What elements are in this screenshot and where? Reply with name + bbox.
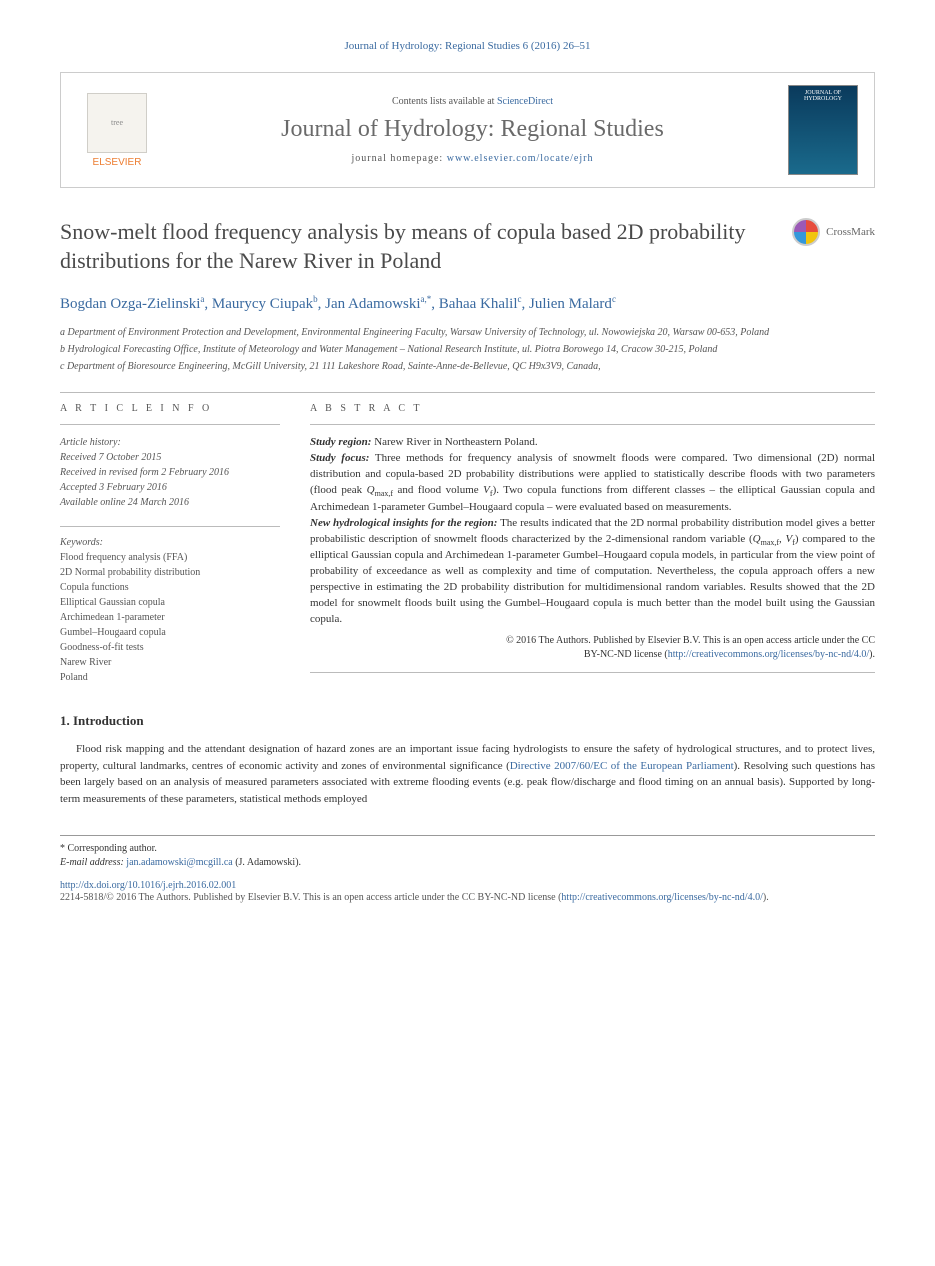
- journal-banner: tree ELSEVIER Contents lists available a…: [60, 72, 875, 188]
- crossmark-label: CrossMark: [826, 226, 875, 238]
- keyword-item: 2D Normal probability distribution: [60, 565, 280, 580]
- homepage-prefix: journal homepage:: [352, 153, 447, 164]
- history-received: Received 7 October 2015: [60, 450, 280, 465]
- affiliations: a Department of Environment Protection a…: [60, 325, 875, 374]
- abstract-insights-label: New hydrological insights for the region…: [310, 517, 497, 529]
- divider: [310, 672, 875, 673]
- keyword-item: Narew River: [60, 655, 280, 670]
- article-history: Article history: Received 7 October 2015…: [60, 435, 280, 510]
- journal-cover-thumbnail: JOURNAL OF HYDROLOGY: [788, 85, 858, 175]
- divider: [60, 392, 875, 393]
- directive-link[interactable]: Directive 2007/60/EC of the European Par…: [510, 760, 734, 772]
- keyword-item: Archimedean 1-parameter: [60, 610, 280, 625]
- intro-paragraph: Flood risk mapping and the attendant des…: [60, 741, 875, 807]
- keyword-item: Gumbel–Hougaard copula: [60, 625, 280, 640]
- homepage-line: journal homepage: www.elsevier.com/locat…: [177, 153, 768, 164]
- elsevier-tree-icon: tree: [87, 93, 147, 153]
- abstract-region-label: Study region:: [310, 436, 371, 448]
- banner-center: Contents lists available at ScienceDirec…: [157, 96, 788, 165]
- footer-copy-prefix: 2214-5818/© 2016 The Authors. Published …: [60, 892, 561, 903]
- affiliation-c: c Department of Bioresource Engineering,…: [60, 359, 875, 374]
- crossmark-icon: [792, 218, 820, 246]
- copyright-line2-prefix: BY-NC-ND license (: [584, 649, 668, 660]
- keyword-item: Flood frequency analysis (FFA): [60, 550, 280, 565]
- keyword-item: Goodness-of-fit tests: [60, 640, 280, 655]
- homepage-link[interactable]: www.elsevier.com/locate/ejrh: [447, 153, 594, 164]
- corresponding-label: * Corresponding author.: [60, 842, 875, 856]
- sciencedirect-link[interactable]: ScienceDirect: [497, 96, 553, 107]
- info-abstract-row: A R T I C L E I N F O Article history: R…: [60, 403, 875, 685]
- publisher-block: tree ELSEVIER: [77, 93, 157, 168]
- keyword-item: Copula functions: [60, 580, 280, 595]
- email-label: E-mail address:: [60, 857, 124, 868]
- email-link[interactable]: jan.adamowski@mcgill.ca: [126, 857, 232, 868]
- copyright-line1: © 2016 The Authors. Published by Elsevie…: [506, 635, 875, 646]
- article-title: Snow-melt flood frequency analysis by me…: [60, 218, 792, 275]
- journal-name: Journal of Hydrology: Regional Studies: [177, 115, 768, 144]
- cc-license-link[interactable]: http://creativecommons.org/licenses/by-n…: [668, 649, 869, 660]
- authors-line: Bogdan Ozga-Zielinskia, Maurycy Ciupakb,…: [60, 293, 875, 315]
- contents-line: Contents lists available at ScienceDirec…: [177, 96, 768, 107]
- intro-heading: 1. Introduction: [60, 713, 875, 729]
- copyright-line2-suffix: ).: [869, 649, 875, 660]
- crossmark-badge[interactable]: CrossMark: [792, 218, 875, 246]
- divider: [60, 424, 280, 425]
- article-info-col: A R T I C L E I N F O Article history: R…: [60, 403, 280, 685]
- abstract-copyright: © 2016 The Authors. Published by Elsevie…: [310, 634, 875, 662]
- email-name: (J. Adamowski).: [233, 857, 301, 868]
- abstract-heading: A B S T R A C T: [310, 403, 875, 414]
- keywords-list: Flood frequency analysis (FFA)2D Normal …: [60, 550, 280, 685]
- article-info-heading: A R T I C L E I N F O: [60, 403, 280, 414]
- affiliation-a: a Department of Environment Protection a…: [60, 325, 875, 340]
- cover-title: JOURNAL OF HYDROLOGY: [793, 90, 853, 102]
- divider: [60, 526, 280, 527]
- top-citation: Journal of Hydrology: Regional Studies 6…: [60, 40, 875, 52]
- abstract-body: Study region: Narew River in Northeaster…: [310, 435, 875, 628]
- affiliation-b: b Hydrological Forecasting Office, Insti…: [60, 342, 875, 357]
- abstract-insights-text: The results indicated that the 2D normal…: [310, 517, 875, 625]
- abstract-region-text: Narew River in Northeastern Poland.: [371, 436, 537, 448]
- footer-cc-link[interactable]: http://creativecommons.org/licenses/by-n…: [561, 892, 762, 903]
- history-online: Available online 24 March 2016: [60, 495, 280, 510]
- contents-prefix: Contents lists available at: [392, 96, 497, 107]
- title-row: Snow-melt flood frequency analysis by me…: [60, 218, 875, 275]
- corresponding-author: * Corresponding author. E-mail address: …: [60, 842, 875, 870]
- doi-link[interactable]: http://dx.doi.org/10.1016/j.ejrh.2016.02…: [60, 880, 875, 891]
- footer-copyright: 2214-5818/© 2016 The Authors. Published …: [60, 891, 875, 905]
- history-label: Article history:: [60, 435, 280, 450]
- keyword-item: Poland: [60, 670, 280, 685]
- abstract-col: A B S T R A C T Study region: Narew Rive…: [310, 403, 875, 685]
- history-revised: Received in revised form 2 February 2016: [60, 465, 280, 480]
- keywords-label: Keywords:: [60, 537, 280, 548]
- elsevier-label: ELSEVIER: [93, 157, 142, 168]
- abstract-focus-label: Study focus:: [310, 452, 369, 464]
- footer-copy-suffix: ).: [763, 892, 769, 903]
- abstract-focus-text: Three methods for frequency analysis of …: [310, 452, 875, 513]
- footer-block: * Corresponding author. E-mail address: …: [60, 835, 875, 905]
- history-accepted: Accepted 3 February 2016: [60, 480, 280, 495]
- divider: [310, 424, 875, 425]
- keyword-item: Elliptical Gaussian copula: [60, 595, 280, 610]
